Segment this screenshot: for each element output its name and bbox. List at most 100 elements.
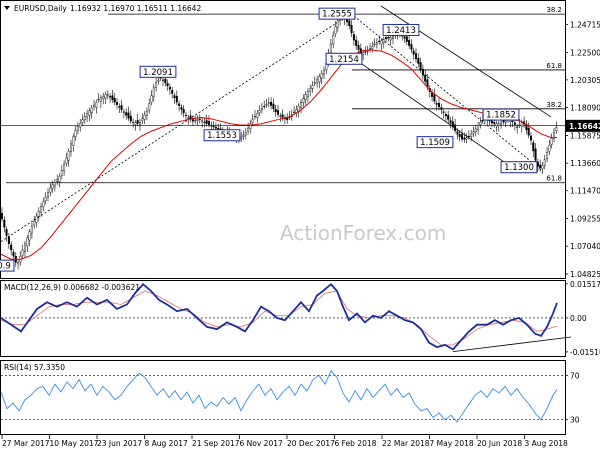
bear-candle xyxy=(387,37,390,39)
bull-candle xyxy=(497,123,500,126)
bear-candle xyxy=(412,50,415,55)
bear-candle xyxy=(433,94,436,102)
bull-candle xyxy=(313,82,316,84)
date-axis-label: 23 Jun 2017 xyxy=(97,439,142,448)
bull-candle xyxy=(477,125,480,130)
bear-candle xyxy=(348,20,351,26)
bull-candle xyxy=(97,99,100,101)
bull-candle xyxy=(86,113,89,118)
price-label-box xyxy=(0,259,15,272)
bear-candle xyxy=(189,115,192,120)
bear-candle xyxy=(212,125,215,128)
bear-candle xyxy=(286,117,289,121)
bear-candle xyxy=(118,106,121,108)
bear-candle xyxy=(122,111,125,113)
bear-candle xyxy=(421,68,424,76)
price-label-box xyxy=(416,136,454,149)
bull-candle xyxy=(541,165,544,170)
dropdown-arrow-icon[interactable] xyxy=(4,6,10,10)
bull-candle xyxy=(258,110,261,113)
bull-candle xyxy=(304,94,307,100)
bear-candle xyxy=(12,251,15,257)
bear-candle xyxy=(136,120,139,124)
bull-candle xyxy=(249,123,252,129)
bull-candle xyxy=(392,36,395,40)
bull-candle xyxy=(157,79,160,82)
bull-candle xyxy=(242,134,245,137)
bear-candle xyxy=(456,131,459,135)
bull-candle xyxy=(329,43,332,53)
bull-candle xyxy=(240,136,243,139)
price-axis-label: 1.04825 xyxy=(570,270,600,279)
bull-candle xyxy=(30,225,33,234)
ohlc-readout: 1.16932 1.16970 1.16511 1.16642 xyxy=(70,4,201,13)
bear-candle xyxy=(272,103,275,109)
price-label-text: 1.2555 xyxy=(322,10,352,20)
price-axis-label: 1.13660 xyxy=(570,159,600,168)
bull-candle xyxy=(546,152,549,159)
bear-candle xyxy=(447,115,450,120)
bear-candle xyxy=(203,121,206,123)
macd-title: MACD(12,26,9) 0.006682 -0.003621 xyxy=(4,283,140,292)
bull-candle xyxy=(143,114,146,120)
bear-candle xyxy=(120,105,123,110)
bull-candle xyxy=(389,37,392,41)
bull-candle xyxy=(141,118,144,121)
date-axis-label: 21 Sep 2017 xyxy=(192,439,240,448)
price-label-text: 1.1852 xyxy=(486,111,516,121)
bear-candle xyxy=(493,122,496,125)
bull-candle xyxy=(382,39,385,43)
price-label-box xyxy=(382,23,420,36)
bull-candle xyxy=(518,124,521,126)
fib-level-label: 61.8 xyxy=(546,62,562,70)
bull-candle xyxy=(553,132,556,139)
bull-candle xyxy=(83,116,86,120)
price-axis-label: 1.07040 xyxy=(570,242,600,251)
bull-candle xyxy=(88,110,91,116)
bear-candle xyxy=(109,96,112,98)
bear-candle xyxy=(111,95,114,100)
bear-candle xyxy=(113,98,116,103)
bull-candle xyxy=(37,211,40,217)
bear-candle xyxy=(463,137,466,140)
price-label-box xyxy=(325,52,363,65)
price-label-text: 1.1553 xyxy=(207,131,237,141)
bear-candle xyxy=(502,120,505,123)
rsi-panel-frame xyxy=(0,360,566,435)
price-label-text: 0.9 xyxy=(0,262,11,272)
bear-candle xyxy=(168,86,171,90)
bull-candle xyxy=(332,35,335,45)
bull-candle xyxy=(500,122,503,125)
bull-candle xyxy=(267,102,270,104)
bull-candle xyxy=(134,122,137,125)
bear-candle xyxy=(184,114,187,117)
bull-candle xyxy=(60,170,63,176)
bear-candle xyxy=(127,112,130,119)
bull-candle xyxy=(504,120,507,123)
bull-candle xyxy=(104,94,107,99)
date-axis-label: 27 Mar 2017 xyxy=(2,439,50,448)
bull-candle xyxy=(244,132,247,136)
bull-candle xyxy=(293,111,296,113)
bull-candle xyxy=(196,119,199,121)
bull-candle xyxy=(470,133,473,137)
bear-candle xyxy=(417,57,420,64)
date-axis-label: 20 Dec 2017 xyxy=(287,439,335,448)
bull-candle xyxy=(145,111,148,116)
rsi-axis-label: 70 xyxy=(570,371,580,380)
price-axis-label: 1.11470 xyxy=(570,187,600,196)
bear-candle xyxy=(115,102,118,105)
bull-candle xyxy=(63,163,66,172)
date-axis-label: 7 May 2018 xyxy=(430,439,474,448)
bear-candle xyxy=(461,134,464,140)
bear-candle xyxy=(532,142,535,152)
bull-candle xyxy=(44,196,47,201)
bull-candle xyxy=(323,69,326,75)
instrument-label: EURUSD,Daily xyxy=(14,4,67,13)
bull-candle xyxy=(132,121,135,123)
bear-candle xyxy=(207,121,210,125)
bull-candle xyxy=(279,115,282,117)
bull-candle xyxy=(138,122,141,126)
bull-candle xyxy=(362,52,365,55)
bull-candle xyxy=(309,88,312,92)
